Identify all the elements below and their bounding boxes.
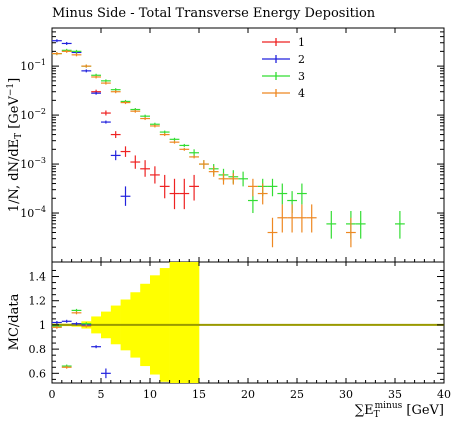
legend-label: 3 [298,70,305,83]
main-series-3 [52,48,405,239]
x-tick-label: 20 [241,388,255,401]
legend-label: 4 [298,87,305,100]
main-series-4 [52,49,356,248]
main-plot: 10−4 10−3 10−2 10−1 [20,27,445,263]
main-y-tick-label: 10−3 [20,156,46,171]
main-series-2 [52,39,131,206]
x-tick-label: 15 [192,388,206,401]
x-tick-label: 30 [339,388,353,401]
ratio-plot: 0 5 10 15 20 25 30 35 40 0.6 0.8 1 1.2 1.4 [29,261,451,401]
ratio-y-tick-label: 0.8 [29,343,47,356]
ratio-y-tick-label: 0.6 [29,367,47,380]
ratio-series-3 [52,308,92,368]
x-tick-label: 10 [143,388,157,401]
legend-label: 2 [298,53,305,66]
x-tick-label: 25 [290,388,304,401]
main-y-tick-label: 10−2 [20,107,46,122]
ratio-y-tick-label: 1 [39,319,46,332]
main-y-tick-label: 10−4 [20,205,46,220]
x-tick-label: 5 [98,388,105,401]
uncertainty-band-bin [189,262,200,383]
x-axis-label: ∑ETminus [GeV] [355,401,444,420]
ratio-series-4 [52,311,92,369]
x-tick-label: 40 [437,388,451,401]
main-plot-frame [51,27,445,263]
main-series-1 [91,89,199,210]
ratio-series-2 [52,319,111,379]
ratio-y-tick-label: 1.2 [29,295,47,308]
y-axis-label-ratio: MC/data [7,293,22,350]
x-tick-label: 35 [388,388,402,401]
uncertainty-band-bin [179,262,190,383]
legend-label: 1 [298,36,305,49]
chart-title: Minus Side - Total Transverse Energy Dep… [52,6,376,21]
ratio-y-tick-label: 1.4 [29,271,47,284]
legend: 1 2 3 4 [262,36,305,100]
y-axis-label-main: 1/N, dN/dET [GeV−1] [6,78,24,212]
uncertainty-band-bin [169,262,180,383]
x-tick-label: 0 [49,388,56,401]
main-y-tick-label: 10−1 [20,58,46,73]
